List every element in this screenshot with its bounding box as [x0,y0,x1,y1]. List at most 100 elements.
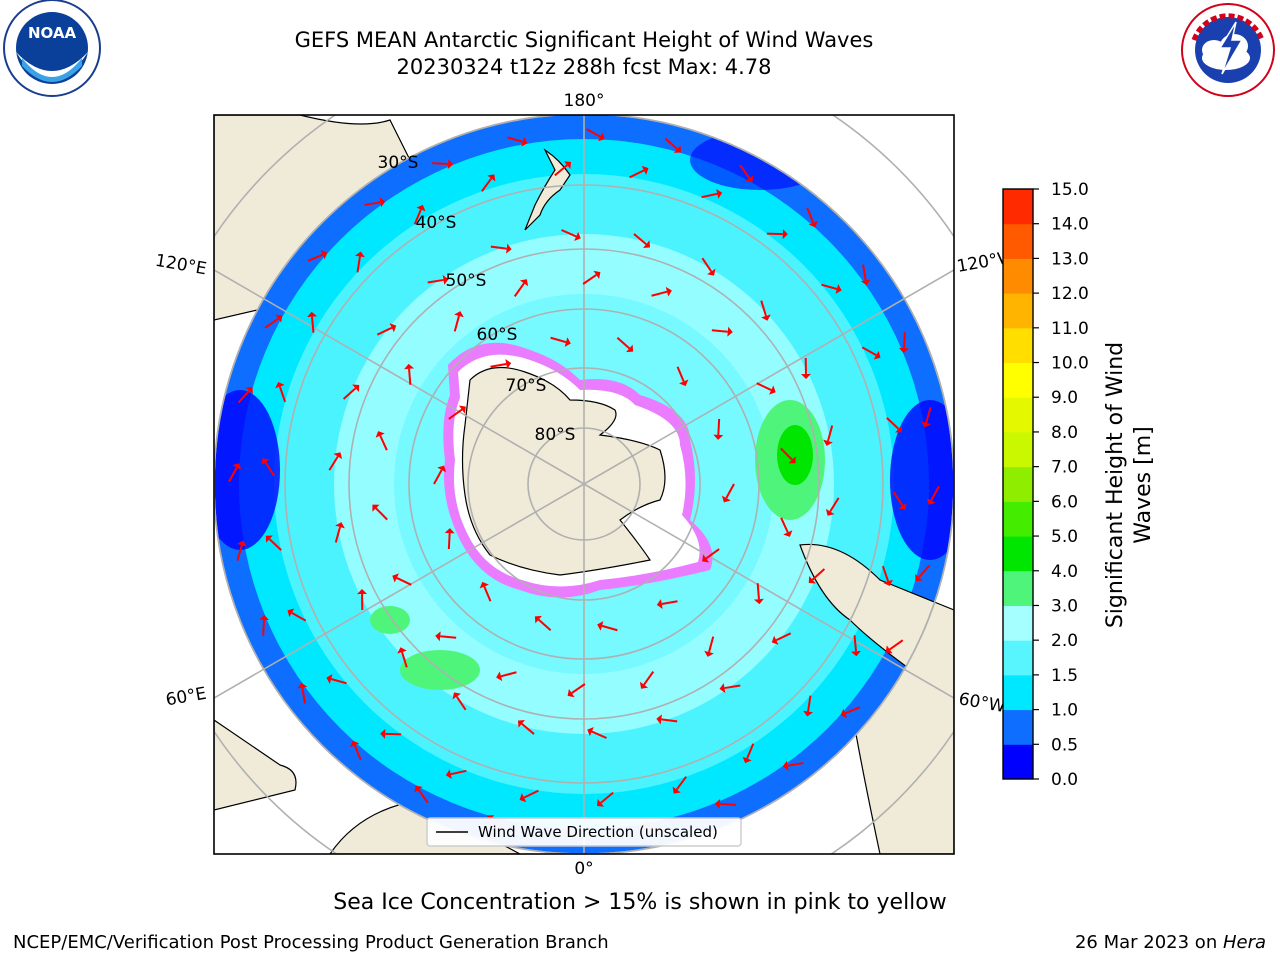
lon-label-top: 180° [564,91,605,111]
colorbar-tick-label: 0.0 [1051,770,1078,790]
colorbar-tick-label: 9.0 [1051,388,1078,408]
wind-arrow-shaft [571,683,586,694]
wind-arrow-shaft [427,278,444,284]
wind-arrow-head [505,359,512,369]
wind-arrow-shaft [291,611,307,622]
wind-arrow-shaft [807,695,812,712]
wind-arrow-shaft [401,651,408,668]
wind-arrow-shaft [450,769,467,776]
wind-arrow-shaft [433,469,443,485]
wind-arrow-shaft [787,762,804,767]
wind-arrow-shaft [413,209,422,225]
wind-arrow-head [639,681,649,689]
colorbar [1003,189,1033,780]
wind-arrow-head [416,204,426,212]
wind-arrow-shaft [661,600,678,606]
lat-label-70s: 70°S [506,376,547,396]
colorbar-tick-label: 10.0 [1051,354,1089,374]
wind-arrow-shaft [523,789,539,799]
wind-arrow-shaft [601,624,618,632]
wind-arrow-head [519,279,529,287]
colorbar-tick-label: 5.0 [1051,527,1078,547]
wind-arrow-head [808,220,818,228]
wind-arrow-shaft [780,447,793,461]
wind-arrow-head [506,243,512,254]
wind-arrow-head [452,692,461,700]
wind-arrow-shaft [330,678,347,685]
wind-arrow-shaft [811,568,826,581]
wind-arrow-head [771,635,779,645]
wind-arrow-shaft [861,346,877,357]
wind-arrow-head [397,647,407,654]
wind-arrow-shaft [481,177,493,192]
wind-arrow-head [656,599,663,609]
wind-arrow-shaft [513,282,525,297]
wind-arrow-head [375,431,385,438]
lat-label-50s: 50°S [446,271,487,291]
wind-arrow-shaft [334,526,341,543]
wind-arrow-shaft [490,362,507,368]
wind-arrow-head [496,671,503,682]
wind-arrow-head [721,495,731,503]
wind-arrow-shaft [500,671,517,678]
colorbar-tick-label: 1.5 [1051,666,1078,686]
wind-arrow-shaft [705,548,720,560]
wind-arrow-shaft [582,274,597,285]
wind-arrow-shaft [633,233,647,245]
wind-arrow-shaft [453,315,460,332]
lon-label-lower-left: 60°E [164,684,208,711]
wind-arrow-shaft [829,497,840,512]
colorbar-segment [1003,223,1033,259]
colorbar-tick-label: 3.0 [1051,596,1078,616]
wind-arrow-head [265,535,273,543]
colorbar-border [1002,188,1034,780]
wind-arrow-head [898,347,909,354]
wind-arrow-shaft [236,544,243,561]
colorbar-tick-label: 0.5 [1051,735,1078,755]
colorbar-segment [1003,258,1033,294]
wind-arrow-head [883,579,893,587]
wind-arrow-shaft [821,283,838,290]
new-zealand-landmass [524,148,571,231]
wind-arrow-head [335,522,345,529]
colorbar-segment [1003,327,1033,364]
wind-arrow-shaft [629,169,645,179]
wind-arrow-shaft [760,300,767,317]
wind-arrow-shaft [844,706,861,715]
wind-arrow-head [626,344,634,353]
colorbar-segment [1003,293,1033,329]
wind-arrow-head [517,719,525,728]
wind-arrow-head [333,452,343,460]
wind-arrow-head [275,314,283,323]
wind-arrow-shaft [676,366,685,382]
wind-arrow-head [745,175,754,183]
wind-arrow-shaft [264,461,275,477]
colorbar-tick-label: 2.0 [1051,631,1078,651]
colorbar-segment [1003,709,1033,745]
wind-arrow-head [713,434,724,440]
wind-arrow-head [788,456,796,464]
wind-arrow-shaft [537,618,552,631]
wind-arrow-head [237,540,247,547]
wind-arrow-head [665,286,672,297]
wind-arrow-head [714,798,721,809]
wind-arrow-shaft [228,467,238,483]
wind-arrow-shaft [930,485,940,501]
wind-arrow-shaft [379,435,388,451]
lat-label-80s: 80°S [535,425,576,445]
lat-label-30s: 30°S [378,153,419,173]
wind-arrow-head [563,161,571,169]
wind-arrow-shaft [806,207,815,224]
wind-arrow-shaft [925,407,932,424]
wind-arrow-shaft [440,635,457,639]
wind-arrow-head [355,251,365,258]
colorbar-segment [1003,640,1033,676]
map-legend: Wind Wave Direction (unscaled) [426,817,742,847]
wind-arrow-shaft [585,128,601,138]
wind-arrow-head [704,650,714,657]
wind-arrow-shaft [264,317,279,329]
wind-arrow-shaft [307,253,324,262]
wind-arrow-shaft [651,290,668,297]
sea-ice-note: Sea Ice Concentration > 15% is shown in … [333,890,947,915]
wind-arrow-head [873,350,881,360]
